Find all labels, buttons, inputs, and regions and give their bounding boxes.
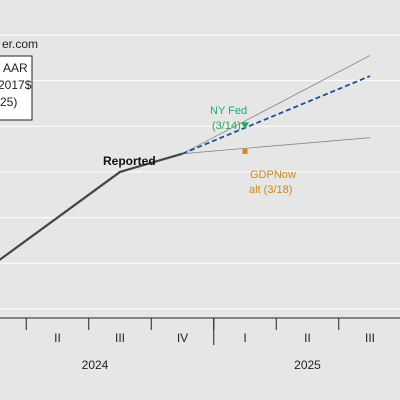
grid — [0, 34, 400, 310]
x-year-labels: 2024 2025 — [82, 358, 322, 372]
nyfed-label-line2: (3/14) — [212, 120, 241, 132]
header-source-fragment: er.com — [2, 37, 38, 51]
x-quarter-labels: II III IV I II III — [54, 331, 375, 345]
band-line — [182, 55, 371, 155]
x-year-label: 2024 — [82, 358, 109, 372]
series-lines — [0, 75, 371, 261]
nyfed-label-line1: NY Fed — [210, 105, 247, 117]
legend-line-2: 2017$ — [0, 78, 32, 92]
reported-label: Reported — [103, 154, 156, 168]
nyfed-marker — [241, 122, 249, 130]
legend-box — [0, 55, 33, 121]
x-ticks — [25, 318, 340, 345]
x-quarter-label: II — [54, 331, 61, 345]
x-quarter-label: II — [304, 331, 311, 345]
gdpnow-label-line2: alt (3/18) — [249, 184, 292, 196]
x-quarter-label: IV — [177, 331, 188, 345]
reported-line — [0, 152, 183, 261]
legend-line-1: AAR — [3, 61, 28, 75]
band-line — [182, 137, 371, 155]
gdpnow-label-line1: GDPNow — [250, 169, 296, 181]
x-quarter-label: III — [365, 331, 375, 345]
x-year-label: 2025 — [294, 358, 321, 372]
band-lines — [182, 55, 371, 155]
x-quarter-label: III — [115, 331, 125, 345]
forecast-line — [182, 75, 371, 155]
legend-line-3: 25) — [0, 95, 17, 109]
x-quarter-label: I — [243, 331, 246, 345]
gdpnow-marker — [242, 148, 248, 154]
